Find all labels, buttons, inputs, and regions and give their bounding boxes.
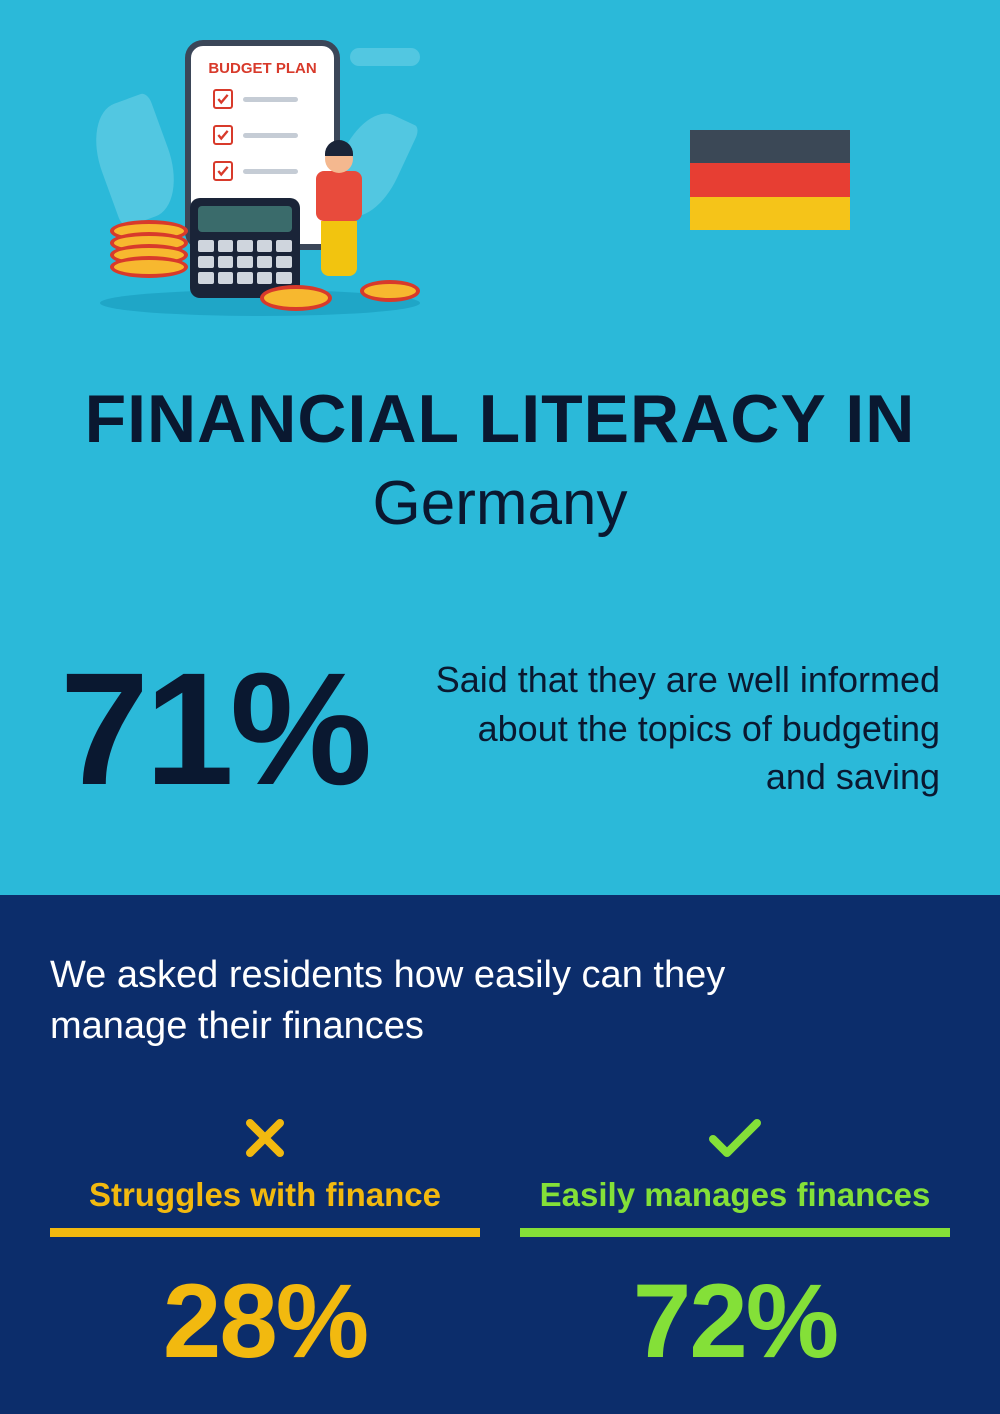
manages-column: Easily manages finances 72% (520, 1108, 950, 1382)
checklist-row (213, 160, 298, 182)
struggles-column: Struggles with finance 28% (50, 1108, 480, 1382)
divider-bar (520, 1228, 950, 1237)
checklist-row (213, 124, 298, 146)
checkbox-icon (213, 161, 233, 181)
checkbox-icon (213, 125, 233, 145)
flag-stripe-red (690, 163, 850, 196)
struggles-label: Struggles with finance (50, 1176, 480, 1214)
illustration-area: BUDGET PLAN (50, 30, 950, 330)
clipboard-title: BUDGET PLAN (191, 60, 334, 77)
cross-icon (50, 1108, 480, 1168)
calculator-icon (190, 198, 300, 298)
checklist-row (213, 88, 298, 110)
title-block: FINANCIAL LITERACY IN Germany (50, 380, 950, 539)
coin-stack-icon (110, 230, 188, 278)
hero-stat-percent: 71% (60, 649, 368, 809)
manages-label: Easily manages finances (520, 1176, 950, 1214)
coin-icon (260, 285, 332, 311)
comparison-row: Struggles with finance 28% Easily manage… (50, 1108, 950, 1382)
budget-plan-illustration: BUDGET PLAN (70, 40, 430, 320)
page-title-line1: FINANCIAL LITERACY IN (50, 380, 950, 458)
germany-flag-icon (690, 130, 850, 230)
survey-question: We asked residents how easily can they m… (50, 950, 870, 1053)
cloud-shape (350, 48, 420, 66)
line (243, 169, 298, 174)
line (243, 97, 298, 102)
flag-stripe-black (690, 130, 850, 163)
hero-stat: 71% Said that they are well informed abo… (50, 649, 950, 809)
leaf-shape (82, 92, 189, 229)
top-section: BUDGET PLAN (0, 0, 1000, 895)
hero-stat-description: Said that they are well informed about t… (408, 656, 940, 802)
bottom-section: We asked residents how easily can they m… (0, 895, 1000, 1414)
checkbox-icon (213, 89, 233, 109)
divider-bar (50, 1228, 480, 1237)
check-icon (520, 1108, 950, 1168)
struggles-percent: 28% (50, 1262, 480, 1382)
coin-icon (360, 280, 420, 302)
calc-screen (198, 206, 292, 232)
person-icon (325, 145, 362, 276)
calc-keys (198, 240, 292, 284)
manages-percent: 72% (520, 1262, 950, 1382)
flag-stripe-gold (690, 197, 850, 230)
page-title-line2: Germany (50, 468, 950, 539)
line (243, 133, 298, 138)
